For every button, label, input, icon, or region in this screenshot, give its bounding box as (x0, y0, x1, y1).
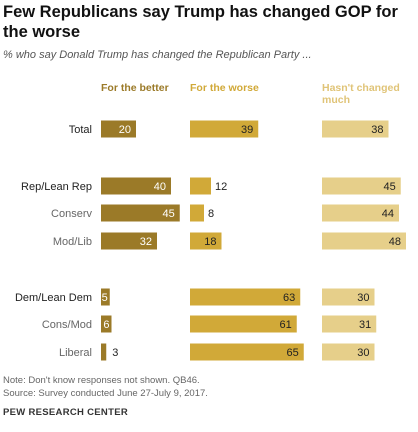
legend-hasnt-changed-much: Hasn't changed much (322, 82, 400, 106)
bar-unchanged-6 (322, 343, 375, 361)
value-label-unchanged-0: 38 (371, 124, 383, 136)
category-label-rep-lean-rep: Rep/Lean Rep (21, 181, 92, 193)
value-label-better-1: 40 (154, 181, 166, 193)
bar-worse-1 (190, 177, 211, 195)
bar-unchanged-5 (322, 315, 377, 333)
bar-worse-0 (190, 120, 259, 138)
value-label-better-6: 3 (112, 347, 118, 359)
value-label-unchanged-3: 48 (389, 236, 401, 248)
value-label-better-3: 32 (140, 236, 152, 248)
legend-for-the-better: For the better (101, 82, 169, 94)
legend-for-the-worse: For the worse (190, 82, 259, 94)
bar-better-3 (101, 232, 157, 250)
category-label-liberal: Liberal (59, 347, 92, 359)
bar-better-4 (101, 288, 110, 306)
bar-worse-4 (190, 288, 301, 306)
bar-better-0 (101, 120, 136, 138)
value-label-worse-1: 12 (215, 181, 227, 193)
value-label-worse-5: 61 (280, 319, 292, 331)
value-label-better-2: 45 (163, 208, 175, 220)
chart-title: Few Republicans say Trump has changed GO… (3, 3, 398, 41)
chart-source: Source: Survey conducted June 27-July 9,… (3, 388, 208, 399)
bar-unchanged-0 (322, 120, 389, 138)
bar-better-1 (101, 177, 171, 195)
bar-better-6 (101, 343, 107, 361)
value-label-unchanged-5: 31 (359, 319, 371, 331)
bar-worse-5 (190, 315, 297, 333)
bar-unchanged-3 (322, 232, 406, 250)
value-label-worse-0: 39 (241, 124, 253, 136)
organization-credit: PEW RESEARCH CENTER (3, 407, 128, 418)
bar-worse-6 (190, 343, 304, 361)
value-label-worse-2: 8 (208, 208, 214, 220)
bar-better-5 (101, 315, 112, 333)
category-label-conserv: Conserv (51, 208, 92, 220)
bar-chart: For the better For the worse Hasn't change… (15, 82, 406, 361)
value-label-unchanged-6: 30 (357, 347, 369, 359)
category-label-cons-mod: Cons/Mod (42, 319, 92, 331)
value-label-unchanged-1: 45 (384, 181, 396, 193)
bar-unchanged-1 (322, 177, 401, 195)
value-label-better-0: 20 (119, 124, 131, 136)
category-label-dem-lean-dem: Dem/Lean Dem (15, 292, 92, 304)
value-label-unchanged-2: 44 (382, 208, 394, 220)
value-label-worse-6: 65 (287, 347, 299, 359)
bar-better-2 (101, 204, 180, 222)
category-label-mod-lib: Mod/Lib (53, 236, 92, 248)
bar-unchanged-2 (322, 204, 399, 222)
bar-worse-2 (190, 204, 204, 222)
chart-subtitle: % who say Donald Trump has changed the R… (3, 49, 312, 61)
bar-unchanged-4 (322, 288, 375, 306)
bar-worse-3 (190, 232, 222, 250)
value-label-better-5: 6 (103, 319, 109, 331)
value-label-worse-4: 63 (283, 292, 295, 304)
chart-note: Note: Don't know responses not shown. QB… (3, 375, 200, 386)
category-label-total: Total (69, 124, 92, 136)
value-label-unchanged-4: 30 (357, 292, 369, 304)
value-label-better-4: 5 (102, 292, 108, 304)
value-label-worse-3: 18 (204, 236, 216, 248)
